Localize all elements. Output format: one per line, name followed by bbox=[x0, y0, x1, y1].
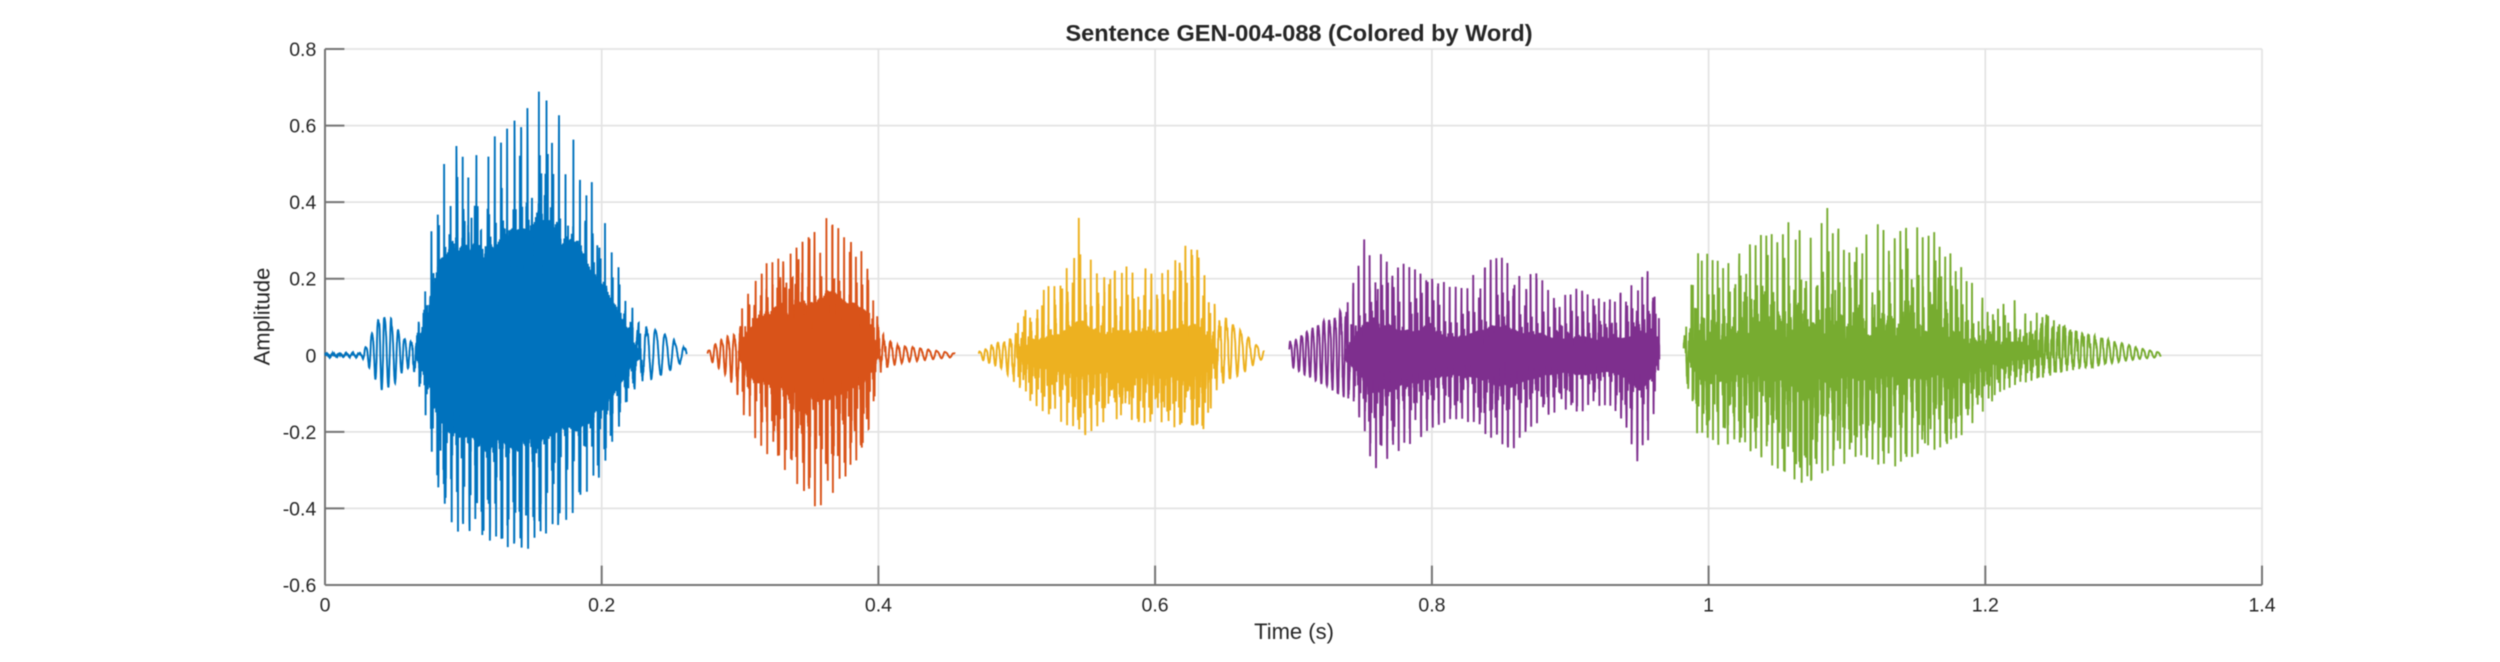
svg-text:0.6: 0.6 bbox=[289, 116, 316, 138]
svg-text:Sentence GEN-004-088 (Colored: Sentence GEN-004-088 (Colored by Word) bbox=[1065, 20, 1532, 46]
svg-text:0: 0 bbox=[320, 595, 331, 617]
svg-text:0.8: 0.8 bbox=[289, 39, 316, 61]
svg-text:0.2: 0.2 bbox=[588, 595, 615, 617]
svg-text:Time (s): Time (s) bbox=[1254, 619, 1334, 644]
svg-text:-0.6: -0.6 bbox=[283, 575, 317, 597]
svg-text:0.4: 0.4 bbox=[865, 595, 892, 617]
svg-text:1.2: 1.2 bbox=[1972, 595, 1999, 617]
svg-text:-0.2: -0.2 bbox=[283, 422, 317, 444]
svg-text:0.4: 0.4 bbox=[289, 192, 316, 214]
svg-text:0.8: 0.8 bbox=[1418, 595, 1445, 617]
svg-text:-0.4: -0.4 bbox=[283, 498, 317, 520]
svg-text:0.6: 0.6 bbox=[1142, 595, 1169, 617]
svg-text:1.4: 1.4 bbox=[2248, 595, 2275, 617]
svg-text:0: 0 bbox=[305, 345, 316, 367]
svg-text:1: 1 bbox=[1703, 595, 1714, 617]
svg-text:Amplitude: Amplitude bbox=[250, 268, 275, 366]
svg-text:0.2: 0.2 bbox=[289, 269, 316, 291]
